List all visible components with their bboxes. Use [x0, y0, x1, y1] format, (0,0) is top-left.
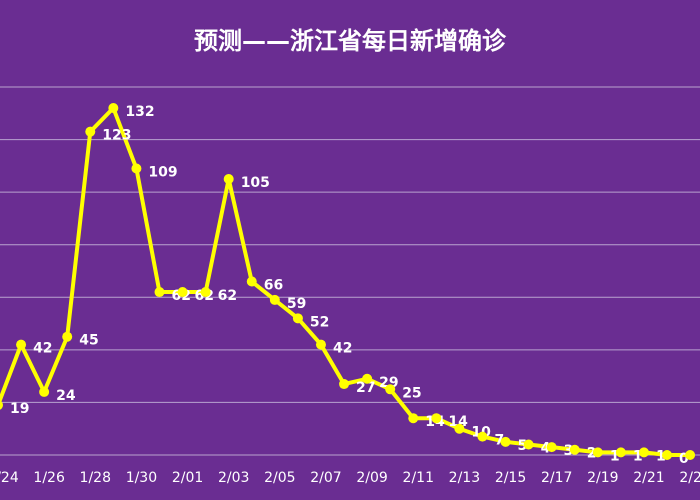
value-label: 59	[287, 296, 306, 312]
marker	[0, 400, 3, 410]
marker	[62, 331, 73, 342]
marker	[431, 413, 442, 424]
marker	[108, 103, 119, 114]
value-label: 109	[148, 164, 177, 180]
x-tick-label: 2/21	[633, 470, 664, 486]
value-label: 123	[102, 128, 131, 144]
value-label: 1	[610, 448, 620, 464]
marker	[569, 444, 580, 455]
marker	[454, 423, 465, 434]
marker	[546, 442, 557, 453]
marker	[592, 447, 603, 458]
value-label: 52	[310, 314, 329, 330]
value-label: 62	[218, 288, 237, 304]
marker	[246, 276, 257, 287]
value-label: 105	[241, 175, 270, 191]
value-label: 66	[264, 278, 283, 294]
marker	[16, 339, 27, 350]
marker	[177, 287, 188, 298]
x-tick-label: 2/17	[541, 470, 572, 486]
value-label: 4	[541, 440, 551, 456]
marker	[269, 294, 280, 305]
x-tick-label: 2/01	[172, 470, 203, 486]
marker	[385, 384, 396, 395]
marker	[339, 379, 350, 390]
marker	[315, 339, 326, 350]
marker	[615, 447, 626, 458]
marker	[292, 313, 303, 324]
x-tick-label: 2/05	[264, 470, 295, 486]
x-tick-label: 1/24	[0, 470, 19, 486]
x-tick-label: 2/13	[449, 470, 480, 486]
value-label: 132	[125, 104, 154, 120]
x-tick-label: 2/23	[679, 470, 700, 486]
x-tick-label: 2/11	[403, 470, 434, 486]
marker	[523, 439, 534, 450]
x-tick-label: 1/26	[33, 470, 65, 486]
value-label: 1	[656, 448, 666, 464]
x-tick-label: 2/09	[356, 470, 387, 486]
x-tick-label: 1/28	[80, 470, 111, 486]
value-label: 45	[79, 333, 98, 349]
x-tick-label: 2/03	[218, 470, 249, 486]
value-label: 7	[494, 433, 504, 449]
value-label: 3	[564, 443, 574, 459]
x-tick-label: 2/07	[310, 470, 341, 486]
value-label: 24	[56, 388, 76, 404]
value-label: 0	[679, 451, 689, 467]
chart-title: 预测——浙江省每日新增确诊	[194, 27, 507, 55]
value-label: 2	[587, 446, 597, 462]
value-label: 27	[356, 380, 375, 396]
marker	[39, 386, 50, 397]
value-label: 42	[33, 341, 52, 357]
marker	[662, 450, 673, 460]
value-label: 19	[10, 401, 29, 417]
marker	[154, 287, 165, 298]
value-label: 1	[633, 448, 643, 464]
value-label: 5	[518, 438, 528, 454]
marker	[500, 436, 511, 447]
marker	[362, 373, 373, 384]
marker	[85, 126, 96, 137]
marker	[685, 450, 696, 460]
x-tick-label: 2/19	[587, 470, 618, 486]
value-label: 25	[402, 385, 421, 401]
marker	[477, 431, 488, 442]
x-tick-label: 1/30	[126, 470, 157, 486]
marker	[200, 287, 211, 298]
x-tick-label: 2/15	[495, 470, 526, 486]
marker	[131, 163, 142, 174]
marker	[223, 174, 234, 184]
marker	[638, 447, 649, 458]
marker	[408, 413, 419, 424]
value-label: 42	[333, 341, 352, 357]
